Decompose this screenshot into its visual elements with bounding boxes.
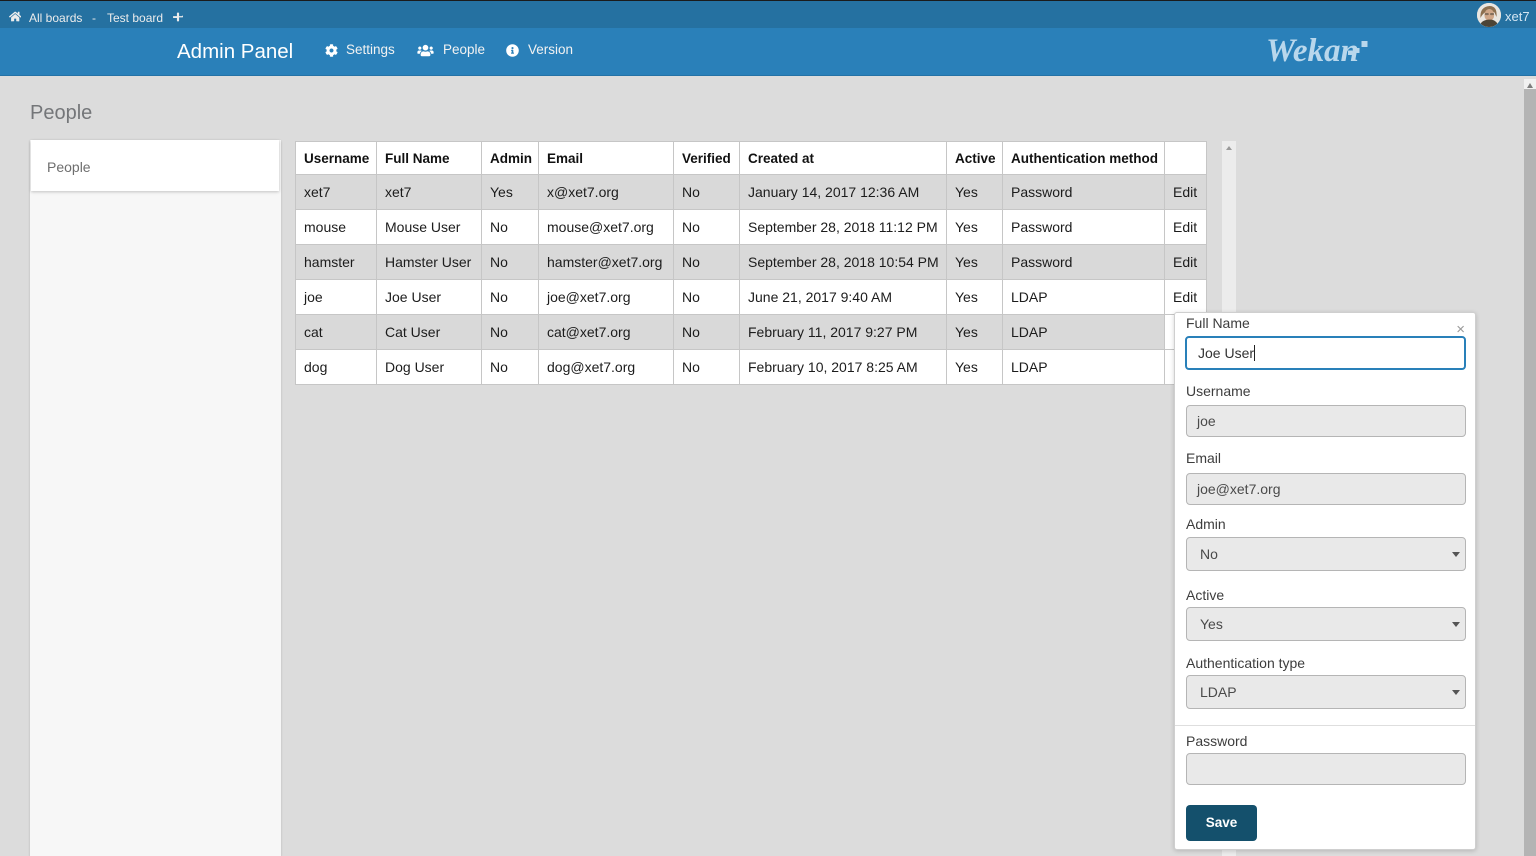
svg-text:Wekan: Wekan: [1266, 33, 1359, 69]
